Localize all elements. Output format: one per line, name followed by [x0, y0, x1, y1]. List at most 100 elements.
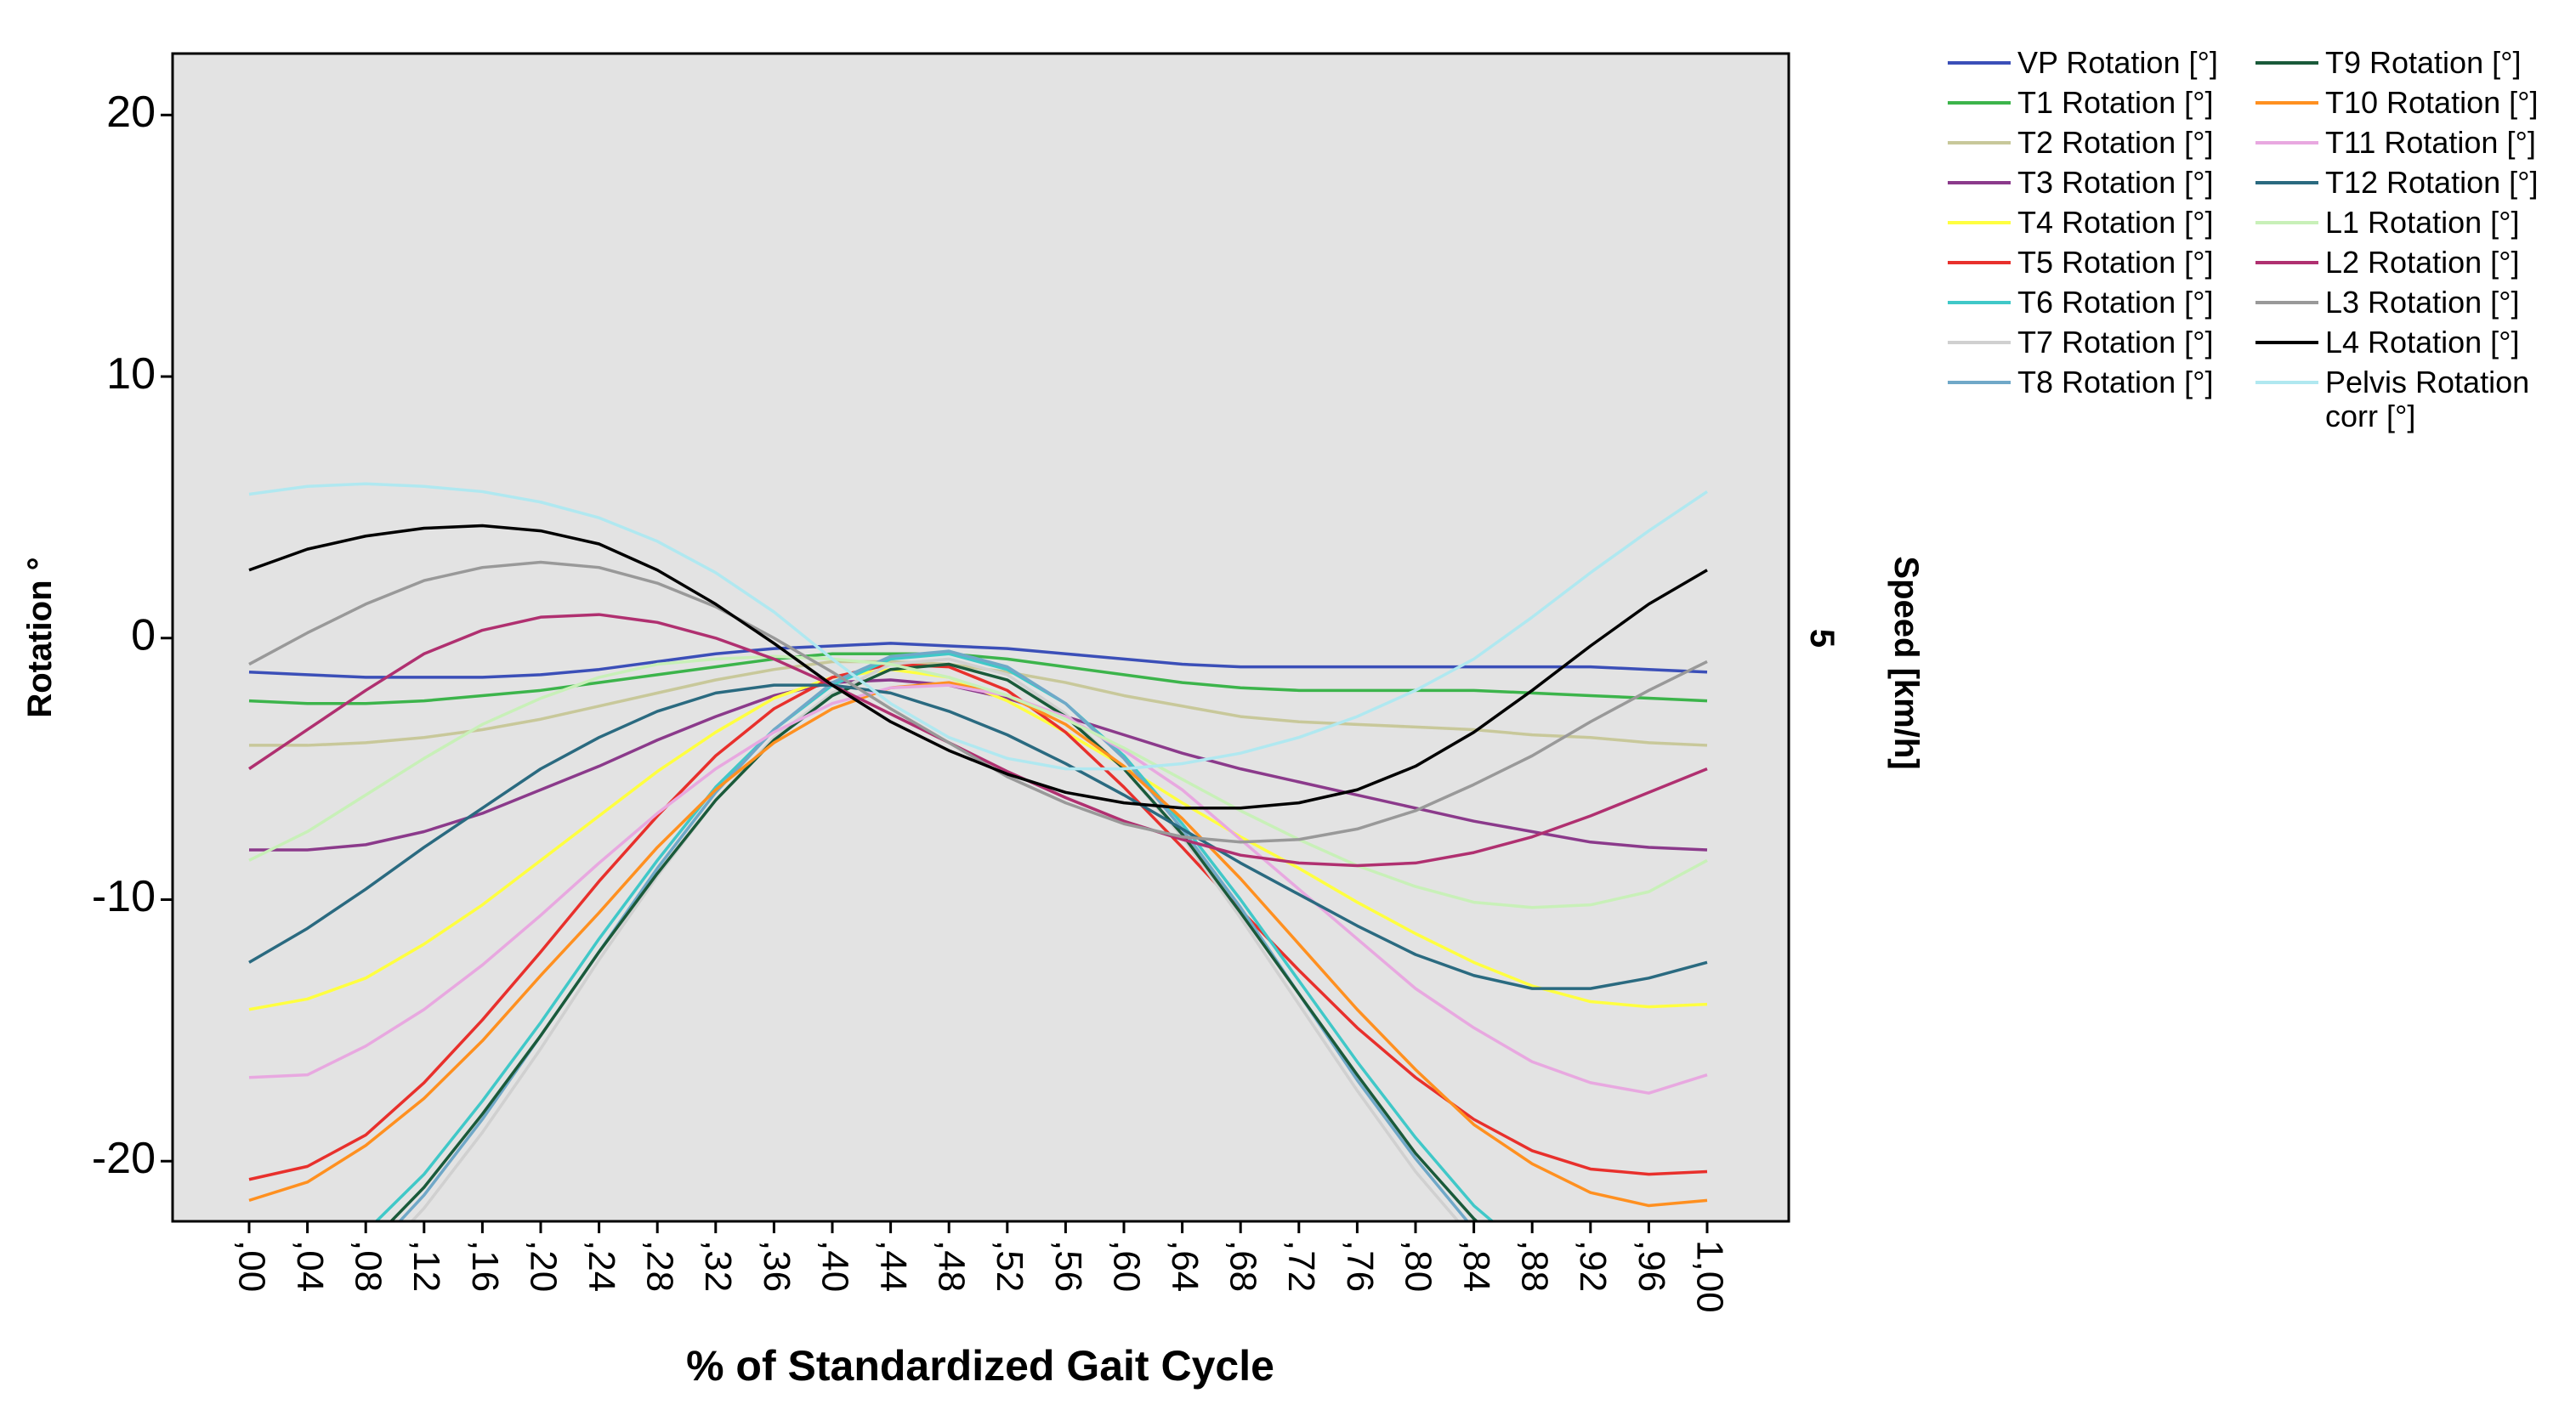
- line-series: [397, 649, 1470, 1221]
- x-tick-label: ,80: [1397, 1240, 1438, 1292]
- legend-swatch: [2255, 221, 2318, 224]
- line-series: [248, 524, 1708, 810]
- legend-entry: T7 Rotation [°]: [1948, 322, 2264, 362]
- legend: VP Rotation [°] T1 Rotation [°] T2 Rotatio…: [1948, 42, 2264, 402]
- line-series: [248, 642, 1708, 679]
- legend-entry: T8 Rotation [°]: [1948, 362, 2264, 402]
- legend-entry: T11 Rotation [°]: [2255, 122, 2572, 162]
- legend-label: Pelvis Rotation corr [°]: [2325, 365, 2530, 433]
- line-series: [248, 662, 1708, 1181]
- x-tick-label: ,04: [289, 1240, 331, 1292]
- legend-label: T3 Rotation [°]: [2017, 165, 2214, 200]
- legend-entry: L4 Rotation [°]: [2255, 322, 2572, 362]
- line-series: [248, 652, 1708, 705]
- legend-label: T7 Rotation [°]: [2017, 325, 2214, 360]
- legend-swatch: [2255, 261, 2318, 264]
- legend-swatch: [1948, 261, 2011, 264]
- legend-label: L1 Rotation [°]: [2325, 205, 2520, 240]
- x-tick-label: ,52: [989, 1240, 1030, 1292]
- legend-entry: VP Rotation [°]: [1948, 42, 2264, 82]
- x-tick-label: ,40: [814, 1240, 855, 1292]
- legend-swatch: [2255, 101, 2318, 105]
- y-tick-label: 0: [131, 611, 156, 660]
- x-tick-label: ,24: [581, 1240, 622, 1292]
- x-tick-label: ,72: [1280, 1240, 1322, 1292]
- x-tick-label: ,60: [1105, 1240, 1147, 1292]
- legend-swatch: [1948, 381, 2011, 384]
- x-tick-label: ,92: [1572, 1240, 1614, 1292]
- legend-swatch: [2255, 301, 2318, 304]
- legend-entry: T6 Rotation [°]: [1948, 282, 2264, 322]
- y-tick-label: 10: [106, 349, 156, 399]
- x-tick-label: ,68: [1223, 1240, 1264, 1292]
- legend-label: L2 Rotation [°]: [2325, 245, 2520, 280]
- legend-label: T5 Rotation [°]: [2017, 245, 2214, 280]
- legend-label: L4 Rotation [°]: [2325, 325, 2520, 360]
- y-tick-label: 20: [106, 88, 156, 137]
- x-tick-label: ,88: [1514, 1240, 1556, 1292]
- legend-swatch: [1948, 221, 2011, 224]
- legend-swatch: [2255, 181, 2318, 184]
- x-tick-label: ,00: [230, 1240, 272, 1292]
- legend-swatch: [1948, 101, 2011, 105]
- line-series: [374, 652, 1495, 1221]
- x-tick-label: ,08: [348, 1240, 389, 1292]
- x-tick-label: ,48: [931, 1240, 973, 1292]
- legend-entry: T5 Rotation [°]: [1948, 242, 2264, 282]
- legend-label: T10 Rotation [°]: [2325, 85, 2539, 120]
- y-tick-label: -10: [92, 872, 156, 921]
- legend-label: T1 Rotation [°]: [2017, 85, 2214, 120]
- series-group: [248, 482, 1708, 1221]
- x-tick-label: ,36: [756, 1240, 797, 1292]
- x-tick-label: ,12: [406, 1240, 447, 1292]
- legend-swatch: [1948, 61, 2011, 65]
- legend-entry: L2 Rotation [°]: [2255, 242, 2572, 282]
- x-tick-label: 1,00: [1688, 1240, 1730, 1313]
- y2-axis-title: Speed [km/h]: [1887, 556, 1925, 769]
- x-tick-label: ,28: [639, 1240, 681, 1292]
- legend-label: T4 Rotation [°]: [2017, 205, 2214, 240]
- line-series: [248, 654, 1708, 909]
- x-tick-label: ,64: [1164, 1240, 1206, 1292]
- legend-swatch: [2255, 381, 2318, 384]
- legend-entry: T9 Rotation [°]: [2255, 42, 2572, 82]
- legend-swatch: [1948, 141, 2011, 144]
- x-tick-label: ,20: [522, 1240, 564, 1292]
- legend-entry: T4 Rotation [°]: [1948, 202, 2264, 242]
- x-tick-label: ,44: [872, 1240, 914, 1292]
- x-tick-label: ,96: [1631, 1240, 1672, 1292]
- legend-swatch: [1948, 301, 2011, 304]
- panel-label: 5: [1803, 629, 1841, 648]
- legend-swatch: [2255, 61, 2318, 65]
- legend-label: T6 Rotation [°]: [2017, 285, 2214, 320]
- legend-entry: T1 Rotation [°]: [1948, 82, 2264, 122]
- line-series: [248, 482, 1708, 771]
- line-series: [248, 613, 1708, 868]
- x-tick-label: ,76: [1339, 1240, 1381, 1292]
- legend-label: T11 Rotation [°]: [2325, 125, 2536, 160]
- x-tick-label: ,32: [697, 1240, 739, 1292]
- legend-label: T8 Rotation [°]: [2017, 365, 2214, 399]
- plot-background: [173, 54, 1789, 1221]
- legend-entry: T12 Rotation [°]: [2255, 162, 2572, 202]
- line-series: [410, 657, 1461, 1221]
- legend-label: VP Rotation [°]: [2017, 45, 2218, 80]
- x-axis-title: % of Standardized Gait Cycle: [686, 1342, 1274, 1390]
- legend-label: T12 Rotation [°]: [2325, 165, 2539, 200]
- legend-swatch: [2255, 141, 2318, 144]
- line-series: [389, 662, 1479, 1221]
- y-axis-title: Rotation °: [21, 557, 59, 717]
- legend-swatch: [1948, 181, 2011, 184]
- line-series: [248, 683, 1708, 990]
- legend-label: T9 Rotation [°]: [2325, 45, 2522, 80]
- y-tick-label: -20: [92, 1134, 156, 1183]
- legend-entry: L3 Rotation [°]: [2255, 282, 2572, 322]
- legend-entry: T10 Rotation [°]: [2255, 82, 2572, 122]
- line-series: [248, 683, 1708, 1095]
- x-tick-label: ,16: [464, 1240, 506, 1292]
- legend: T9 Rotation [°] T10 Rotation [°] T11 Rotat…: [2255, 42, 2572, 436]
- legend-entry: Pelvis Rotation corr [°]: [2255, 362, 2572, 436]
- legend-label: L3 Rotation [°]: [2325, 285, 2520, 320]
